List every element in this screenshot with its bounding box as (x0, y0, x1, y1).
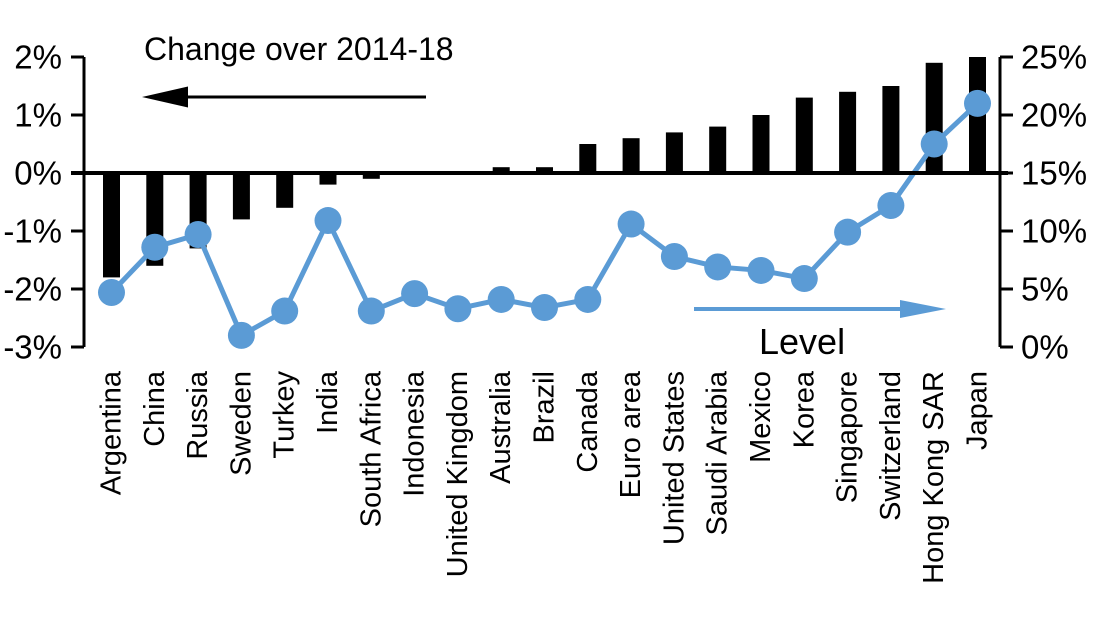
bar-series-layer (103, 57, 986, 278)
x-label-euro-area: Euro area (615, 370, 647, 498)
x-label-japan: Japan (962, 371, 994, 450)
left-axis-tick-label: -2% (3, 271, 62, 308)
left-axis-tick-label: -3% (3, 329, 62, 366)
bar-korea (795, 97, 813, 173)
dot-singapore (834, 218, 862, 246)
x-label-india: India (312, 370, 344, 434)
dot-saudi-arabia (704, 253, 732, 281)
arrow-left-head (142, 86, 188, 108)
dot-euro-area (617, 210, 645, 238)
x-label-mexico: Mexico (745, 371, 777, 463)
x-label-sweden: Sweden (225, 371, 257, 476)
x-label-turkey: Turkey (269, 371, 301, 459)
x-label-switzerland: Switzerland (875, 371, 907, 521)
bar-australia (492, 167, 510, 173)
bar-canada (579, 144, 597, 173)
dot-switzerland (877, 191, 905, 219)
dot-india (314, 207, 342, 235)
left-axis-tick-label: 1% (14, 97, 62, 134)
dot-south-africa (357, 297, 385, 325)
x-label-russia: Russia (182, 370, 214, 460)
right-axis-tick-label: 10% (1021, 213, 1087, 250)
right-axis-tick-label: 5% (1021, 271, 1069, 308)
dot-indonesia (401, 280, 429, 308)
x-label-saudi-arabia: Saudi Arabia (702, 370, 734, 535)
x-label-china: China (139, 370, 171, 447)
x-label-singapore: Singapore (832, 371, 864, 503)
x-label-korea: Korea (788, 370, 820, 448)
x-label-united-kingdom: United Kingdom (442, 371, 474, 577)
dot-russia (184, 220, 212, 248)
bar-india (319, 173, 337, 185)
line-series-label: Level (759, 321, 845, 362)
dot-hong-kong-sar (920, 130, 948, 158)
bar-south-africa (362, 173, 380, 179)
arrow-right-icon (694, 300, 946, 318)
dot-sweden (227, 321, 255, 349)
right-axis-tick-label: 25% (1021, 39, 1087, 76)
bar-united-states (665, 132, 683, 173)
bar-brazil (536, 167, 553, 173)
x-label-canada: Canada (572, 370, 604, 472)
dot-argentina (98, 278, 125, 306)
bar-turkey (276, 173, 294, 208)
line-series-annotation: Level (694, 300, 946, 362)
bar-singapore (839, 91, 857, 173)
x-label-united-states: United States (658, 371, 690, 545)
dot-australia (487, 285, 515, 313)
right-axis-tick-label: 20% (1021, 97, 1087, 134)
dot-japan (964, 89, 991, 117)
bar-mexico (752, 115, 770, 173)
dot-korea (790, 265, 818, 293)
left-axis-tick-label: 0% (14, 155, 62, 192)
dot-canada (574, 285, 602, 313)
bar-series-annotation: Change over 2014-18 (142, 31, 454, 108)
x-label-hong-kong-sar: Hong Kong SAR (918, 371, 950, 584)
bar-series-title: Change over 2014-18 (144, 31, 454, 67)
bar-switzerland (882, 86, 900, 173)
dot-brazil (531, 294, 558, 322)
dot-united-states (660, 243, 688, 271)
dot-turkey (271, 297, 299, 325)
right-axis-tick-label: 15% (1021, 155, 1087, 192)
bar-saudi-arabia (709, 126, 727, 173)
bar-argentina (103, 173, 120, 278)
dot-united-kingdom (444, 295, 472, 323)
x-label-brazil: Brazil (529, 371, 561, 444)
left-axis-tick-label: -1% (3, 213, 62, 250)
bar-sweden (232, 173, 250, 220)
category-labels-layer: Argentina China Russia Sweden Turkey India Sou… (96, 370, 994, 584)
axes-layer: 2% 1% 0% -1% -2% -3% 25% 20% 15% 10% 5% 0% (3, 39, 1087, 366)
x-label-indonesia: Indonesia (399, 370, 431, 497)
x-label-argentina: Argentina (96, 370, 128, 495)
bar-euro-area (622, 138, 640, 173)
left-axis-tick-label: 2% (14, 39, 62, 76)
dot-mexico (747, 256, 775, 284)
dot-china (141, 233, 169, 261)
arrow-right-head (900, 300, 946, 318)
right-axis-tick-label: 0% (1021, 329, 1069, 366)
line-series-layer (98, 89, 991, 349)
x-label-south-africa: South Africa (355, 370, 387, 527)
x-label-australia: Australia (485, 370, 517, 484)
arrow-left-icon (142, 86, 426, 108)
